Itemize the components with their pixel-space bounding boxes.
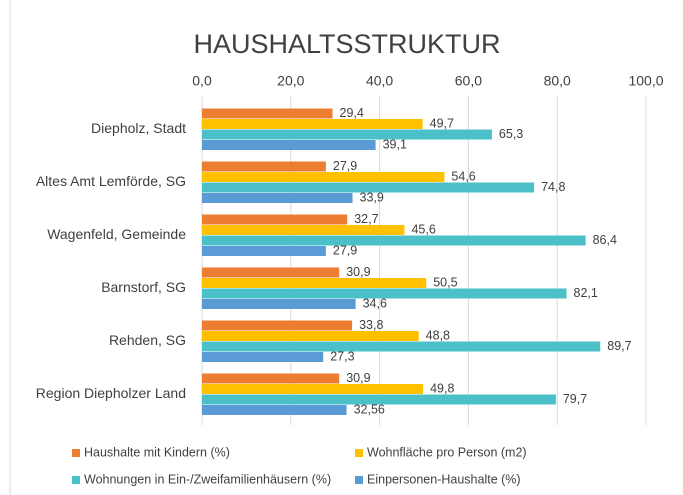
- bar: [202, 299, 356, 309]
- legend-label: Wohnungen in Ein-/Zweifamilienhäusern (%…: [84, 472, 331, 486]
- bar: [202, 373, 340, 384]
- y-tick-label: Altes Amt Lemförde, SG: [36, 173, 186, 189]
- value-label: 33,9: [360, 191, 384, 205]
- value-label: 39,1: [383, 138, 407, 152]
- value-label: 82,1: [574, 286, 598, 300]
- bar: [202, 214, 348, 225]
- value-label: 89,7: [607, 339, 631, 353]
- y-tick-label: Rehden, SG: [109, 332, 186, 348]
- value-label: 27,9: [333, 244, 357, 258]
- bar: [202, 352, 324, 362]
- value-label: 29,4: [340, 106, 364, 120]
- value-label: 74,8: [541, 180, 565, 194]
- value-label: 32,7: [354, 212, 378, 226]
- legend-label: Einpersonen-Haushalte (%): [367, 472, 521, 486]
- legend-label: Haushalte mit Kindern (%): [84, 445, 230, 459]
- legend-swatch: [72, 476, 80, 484]
- legend-label: Wohnfläche pro Person (m2): [367, 445, 527, 459]
- value-label: 65,3: [499, 127, 523, 141]
- chart-title: HAUSHALTSSTRUKTUR: [193, 29, 500, 59]
- bar: [202, 246, 326, 256]
- value-label: 50,5: [433, 276, 457, 290]
- y-tick-label: Wagenfeld, Gemeinde: [47, 226, 186, 242]
- bar: [202, 320, 353, 331]
- value-label: 34,6: [363, 297, 387, 311]
- value-label: 48,8: [426, 329, 450, 343]
- value-label: 33,8: [359, 318, 383, 332]
- x-tick-label: 80,0: [544, 73, 571, 89]
- bar: [202, 108, 333, 119]
- legend-swatch: [355, 449, 363, 457]
- bar: [202, 288, 567, 299]
- bar: [202, 278, 427, 288]
- value-label: 49,7: [430, 117, 454, 131]
- bar: [202, 384, 424, 394]
- bar: [202, 161, 326, 172]
- legend-swatch: [355, 476, 363, 484]
- bar: [202, 172, 445, 182]
- bar: [202, 182, 535, 193]
- value-label: 30,9: [346, 371, 370, 385]
- value-label: 86,4: [593, 233, 617, 247]
- value-label: 45,6: [411, 223, 435, 237]
- x-tick-label: 20,0: [277, 73, 304, 89]
- legend-swatch: [72, 449, 80, 457]
- x-tick-label: 40,0: [366, 73, 393, 89]
- bar: [202, 267, 340, 278]
- bar: [202, 394, 556, 405]
- bar: [202, 235, 586, 246]
- bar: [202, 129, 492, 140]
- value-label: 27,3: [330, 350, 354, 364]
- value-label: 30,9: [346, 265, 370, 279]
- value-label: 32,56: [354, 403, 385, 417]
- value-label: 27,9: [333, 159, 357, 173]
- y-tick-label: Barnstorf, SG: [101, 279, 186, 295]
- y-tick-label: Region Diepholzer Land: [36, 385, 186, 401]
- bar: [202, 405, 347, 415]
- x-tick-label: 0,0: [192, 73, 212, 89]
- x-tick-label: 60,0: [455, 73, 482, 89]
- value-label: 54,6: [451, 170, 475, 184]
- bar: [202, 331, 419, 341]
- bar: [202, 341, 601, 352]
- bar: [202, 140, 376, 150]
- x-tick-label: 100,0: [628, 73, 663, 89]
- value-label: 79,7: [563, 392, 587, 406]
- y-tick-label: Diepholz, Stadt: [91, 120, 186, 136]
- value-label: 49,8: [430, 382, 454, 396]
- bar: [202, 225, 405, 235]
- bar: [202, 193, 353, 203]
- bar: [202, 119, 423, 129]
